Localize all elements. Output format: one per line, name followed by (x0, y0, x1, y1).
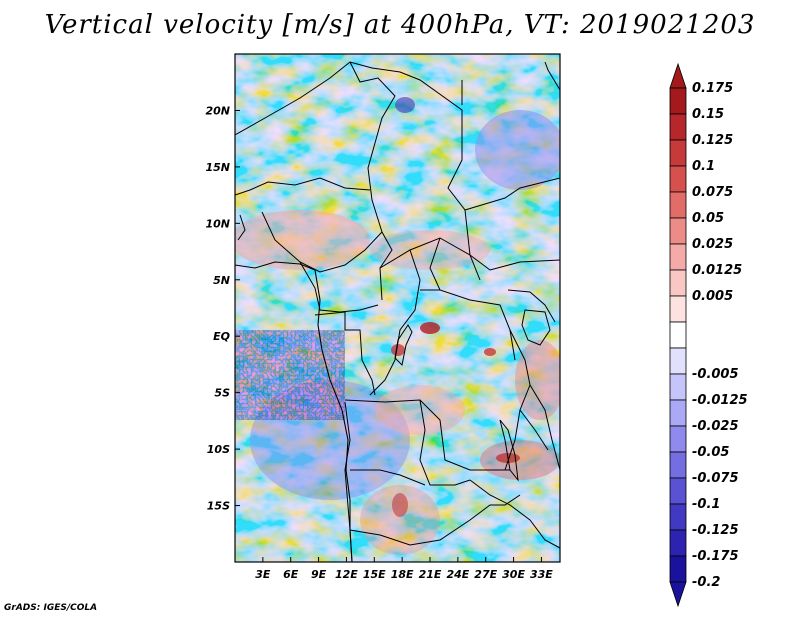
colorbar-label: 0.075 (692, 185, 733, 200)
colorbar-label: -0.0125 (692, 393, 748, 408)
y-axis: 20N 15N 10N 5N EQ 5S 10S 15S (205, 104, 240, 513)
colorbar-label: -0.1 (692, 497, 720, 512)
colorbar-segment (669, 113, 687, 141)
y-tick-label: 10N (205, 217, 230, 230)
credit-label: GrADS: IGES/COLA (4, 603, 98, 613)
x-axis: 3E 6E 9E 12E 15E 18E 21E 24E 27E 30E 33E (255, 557, 553, 581)
colorbar-segment (669, 555, 687, 583)
colorbar-segment (669, 321, 687, 349)
x-tick-label: 30E (502, 568, 525, 581)
colorbar-label: -0.2 (692, 575, 720, 590)
y-tick-label: 15N (205, 161, 230, 174)
x-tick-label: 15E (363, 568, 386, 581)
colorbar: 0.175 0.15 0.125 0.1 0.075 0.05 0.025 0.0125 0.0… (669, 62, 748, 608)
colorbar-label: 0.025 (692, 237, 733, 252)
x-tick-label: 12E (335, 568, 358, 581)
colorbar-segment (669, 269, 687, 297)
colorbar-segment (669, 243, 687, 271)
y-tick-label: 15S (207, 500, 230, 513)
colorbar-segment (669, 191, 687, 219)
colorbar-segment (669, 295, 687, 323)
colorbar-segment (669, 87, 687, 115)
colorbar-label: 0.125 (692, 133, 733, 148)
colorbar-label: -0.005 (692, 367, 739, 382)
x-tick-label: 3E (255, 568, 271, 581)
velocity-field (235, 54, 560, 562)
y-tick-label: 20N (205, 104, 230, 117)
colorbar-label: 0.0125 (692, 263, 742, 278)
colorbar-label: -0.125 (692, 523, 739, 538)
x-tick-label: 27E (474, 568, 497, 581)
colorbar-segment (669, 399, 687, 427)
colorbar-label: -0.175 (692, 549, 739, 564)
y-tick-label: 5S (214, 387, 230, 400)
country-borders (235, 61, 560, 562)
x-tick-label: 24E (446, 568, 469, 581)
x-tick-label: 18E (391, 568, 414, 581)
map-frame (234, 53, 561, 563)
colorbar-segment (669, 217, 687, 245)
colorbar-label: 0.175 (692, 81, 733, 96)
y-tick-label: EQ (213, 330, 230, 343)
colorbar-bottom-arrow (669, 581, 687, 608)
x-tick-label: 6E (283, 568, 299, 581)
colorbar-segment (669, 139, 687, 167)
x-tick-label: 9E (311, 568, 327, 581)
colorbar-label: 0.05 (692, 211, 724, 226)
x-tick-label: 33E (530, 568, 553, 581)
colorbar-segment (669, 503, 687, 531)
colorbar-segment (669, 477, 687, 505)
colorbar-segment (669, 373, 687, 401)
y-tick-label: 5N (213, 274, 230, 287)
colorbar-label: 0.15 (692, 107, 724, 122)
colorbar-segment (669, 347, 687, 375)
colorbar-label: 0.005 (692, 289, 733, 304)
colorbar-label: -0.075 (692, 471, 739, 486)
coastline (235, 261, 353, 562)
colorbar-top-arrow (669, 62, 687, 89)
colorbar-segment (669, 451, 687, 479)
colorbar-label: -0.025 (692, 419, 739, 434)
plot-title: Vertical velocity [m/s] at 400hPa, VT: 2… (44, 10, 756, 40)
colorbar-segment (669, 165, 687, 193)
x-tick-label: 21E (419, 568, 442, 581)
colorbar-label: 0.1 (692, 159, 715, 174)
y-tick-label: 10S (207, 443, 230, 456)
colorbar-segment (669, 529, 687, 557)
colorbar-label: -0.05 (692, 445, 729, 460)
colorbar-segment (669, 425, 687, 453)
